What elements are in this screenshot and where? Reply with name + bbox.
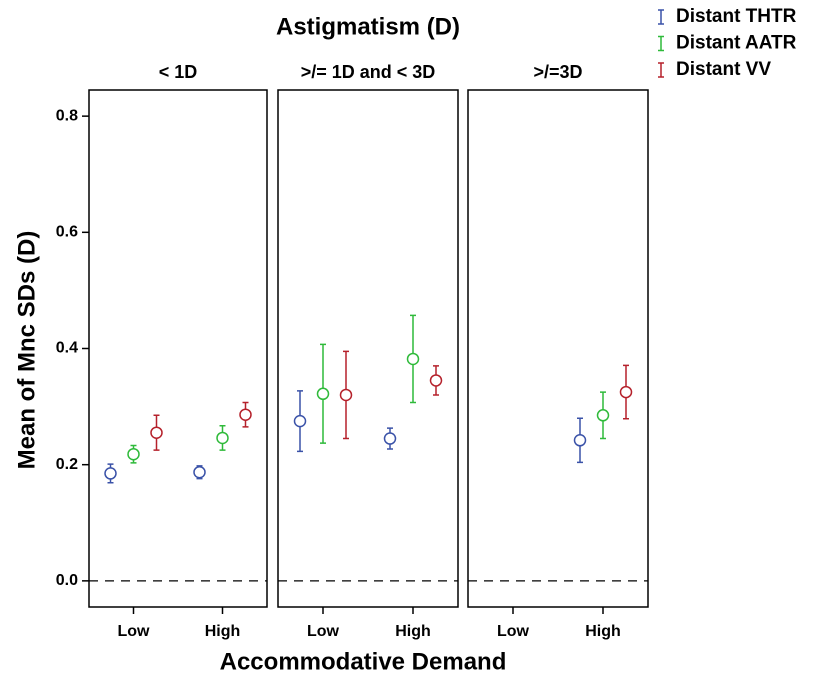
legend-label: Distant THTR (676, 6, 797, 27)
x-tick-label: Low (307, 623, 340, 640)
mean-marker (406, 352, 420, 366)
y-tick-label: 0.6 (56, 224, 78, 241)
y-tick-label: 0.2 (56, 456, 78, 473)
mean-marker (239, 408, 252, 421)
legend-marker (658, 62, 664, 78)
mean-marker (150, 426, 163, 439)
x-axis-label: Accommodative Demand (220, 648, 507, 675)
panel-frame (467, 89, 649, 608)
mean-marker (127, 447, 140, 461)
mean-marker (619, 385, 633, 399)
panel-title: < 1D (159, 62, 198, 82)
panel-frame (277, 89, 459, 608)
mean-marker (573, 434, 587, 447)
mean-marker (316, 387, 330, 401)
mean-marker (339, 388, 353, 402)
legend-label: Distant AATR (676, 33, 797, 54)
y-axis-label: Mean of Mnc SDs (D) (13, 231, 40, 470)
mean-marker (429, 374, 443, 387)
mean-marker (193, 465, 206, 479)
mean-marker (104, 467, 117, 480)
y-tick-label: 0.8 (56, 107, 78, 124)
y-tick-label: 0.0 (56, 572, 78, 589)
x-tick-label: High (205, 623, 241, 640)
panel-title: >/=3D (533, 62, 582, 82)
mean-marker (596, 409, 610, 422)
legend-label: Distant VV (676, 59, 771, 80)
x-tick-label: Low (118, 623, 151, 640)
legend-marker (658, 9, 664, 25)
legend-marker (658, 35, 664, 52)
x-tick-label: Low (497, 623, 530, 640)
y-tick-label: 0.4 (56, 340, 78, 357)
x-tick-label: High (395, 623, 431, 640)
mean-marker (383, 432, 397, 445)
chart-title: Astigmatism (D) (276, 13, 460, 40)
mean-marker (293, 414, 307, 428)
panel-frame (88, 89, 268, 608)
mean-marker (216, 431, 229, 445)
panel-title: >/= 1D and < 3D (301, 62, 436, 82)
x-tick-label: High (585, 623, 621, 640)
